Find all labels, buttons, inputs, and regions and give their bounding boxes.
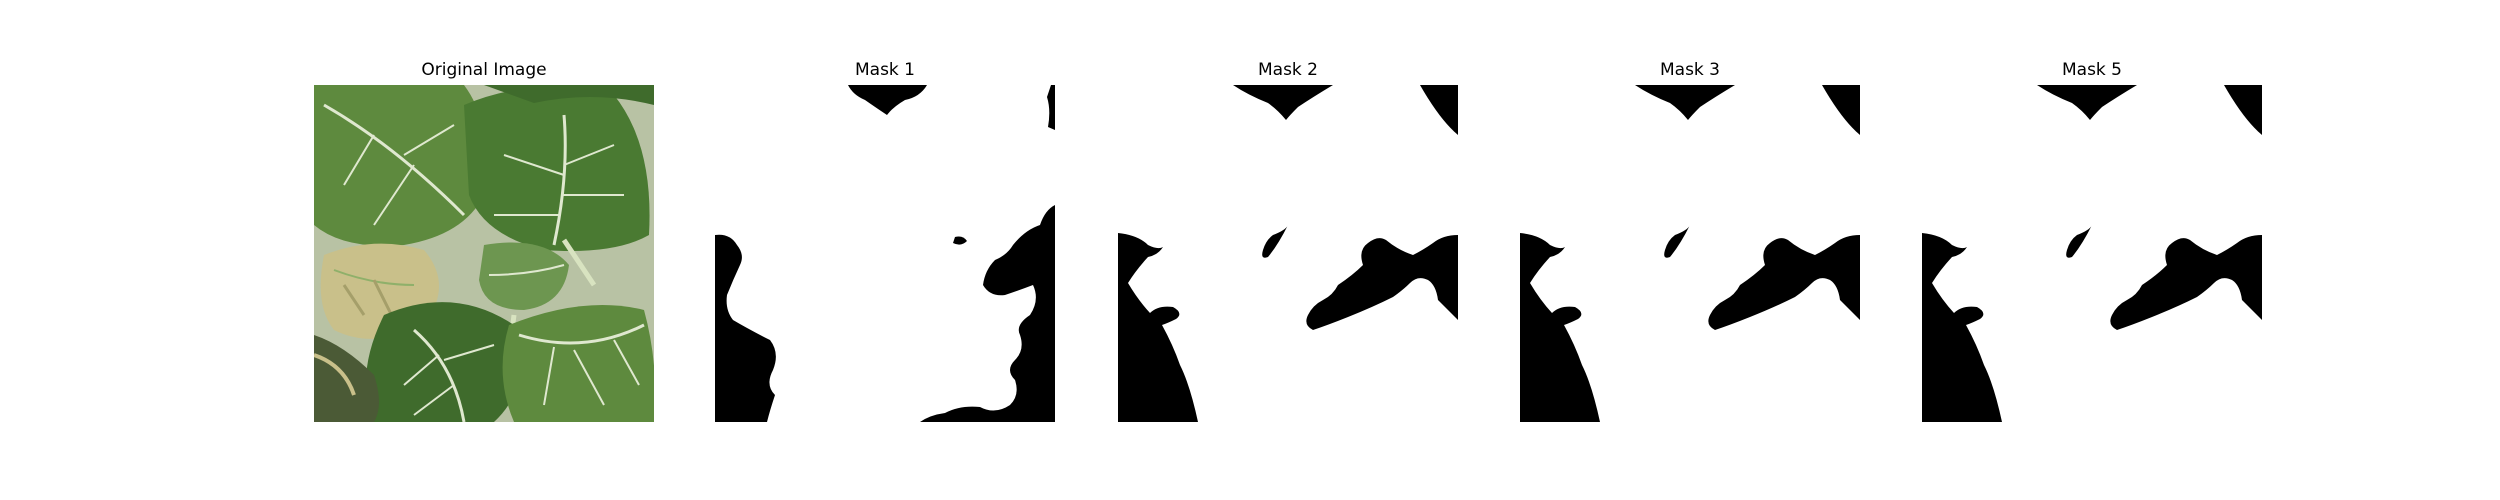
panel-title: Mask 3 [1659, 60, 1720, 80]
panel-title: Mask 1 [854, 60, 915, 80]
panel-mask-1: Mask 1 [715, 0, 1055, 430]
panel-title: Mask 5 [2061, 60, 2122, 80]
panel-original-image: Original Image [314, 0, 654, 430]
mask-image [1118, 85, 1458, 422]
panel-title: Original Image [421, 60, 547, 80]
panel-mask-3: Mask 3 [1520, 0, 1860, 430]
mask-image [1922, 85, 2262, 422]
leaf-photo [314, 85, 654, 422]
panel-title: Mask 2 [1257, 60, 1318, 80]
panel-mask-2: Mask 2 [1118, 0, 1458, 430]
mask-image [1520, 85, 1860, 422]
panel-mask-5: Mask 5 [1922, 0, 2262, 430]
mask-image [715, 85, 1055, 422]
